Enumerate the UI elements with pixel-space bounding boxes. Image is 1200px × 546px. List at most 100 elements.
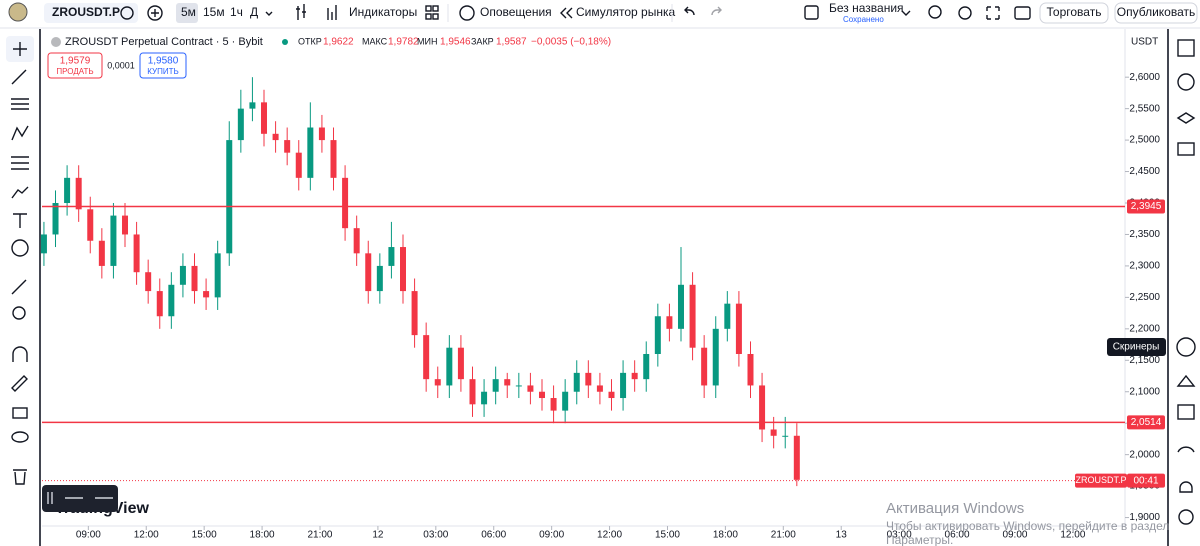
drawing-toolbar-icons[interactable] xyxy=(47,492,113,504)
trade[interactable]: Торговать xyxy=(1047,5,1102,19)
candle-body xyxy=(365,253,372,292)
candle-body xyxy=(724,303,731,329)
lock[interactable] xyxy=(12,407,28,419)
x-tick-label: 21:00 xyxy=(307,530,332,541)
candle-body xyxy=(527,385,534,392)
x-tick-label: 12:00 xyxy=(1060,530,1085,541)
candle-body xyxy=(759,385,766,430)
layout-status: Сохранено xyxy=(843,15,884,24)
symbol[interactable]: ZROUSDT.P xyxy=(52,5,120,19)
calendar[interactable] xyxy=(1177,404,1195,420)
candle-body xyxy=(295,152,302,178)
buy-button[interactable] xyxy=(139,52,187,79)
left-toolbar xyxy=(0,29,41,546)
replay[interactable]: Симулятор рынка xyxy=(576,5,675,19)
interval[interactable]: 1ч xyxy=(230,5,243,19)
add-symbol[interactable] xyxy=(147,5,163,21)
undo[interactable] xyxy=(684,6,695,16)
visibility[interactable] xyxy=(11,431,29,443)
layout-name[interactable]: Без названия xyxy=(829,1,904,15)
candle-body xyxy=(434,379,441,386)
text-tool[interactable] xyxy=(13,213,27,228)
brush-tool[interactable] xyxy=(11,186,29,199)
crosshair[interactable] xyxy=(13,42,27,56)
candle-body xyxy=(411,291,418,336)
interval-active[interactable] xyxy=(176,3,198,23)
x-tick-label: 09:00 xyxy=(76,530,101,541)
lock-draw[interactable] xyxy=(11,375,28,392)
publish[interactable]: Опубликовать xyxy=(1117,5,1195,19)
trade-button[interactable] xyxy=(1039,2,1109,24)
fullscreen[interactable] xyxy=(986,6,1000,20)
avatar[interactable] xyxy=(8,2,28,22)
candle-body xyxy=(145,272,152,292)
dropdown[interactable] xyxy=(901,10,911,16)
settings[interactable] xyxy=(958,6,972,20)
candle-body xyxy=(550,398,557,411)
screeners[interactable] xyxy=(1176,337,1196,357)
candle-body xyxy=(770,429,777,436)
last-price-symbol-box xyxy=(1075,473,1127,488)
redo[interactable] xyxy=(711,6,722,16)
indicators[interactable]: Индикаторы xyxy=(349,5,417,19)
candle-body xyxy=(469,379,476,405)
candle-body xyxy=(272,133,279,141)
interval[interactable]: 5м xyxy=(181,5,196,19)
y-tick-label: 2,5500 xyxy=(1129,103,1160,114)
tooltip-box xyxy=(1107,338,1166,356)
alerts[interactable]: Оповещения xyxy=(480,5,552,19)
change: −0,0035 (−0,18%) xyxy=(531,37,611,48)
buy[interactable]: КУПИТЬ xyxy=(147,67,178,76)
y-tick-label: 2,1000 xyxy=(1129,386,1160,397)
alerts-panel[interactable] xyxy=(1177,73,1195,91)
x-tick-label: 03:00 xyxy=(423,530,448,541)
layers[interactable] xyxy=(1176,112,1196,124)
level-label-box xyxy=(1127,199,1165,214)
help[interactable] xyxy=(1178,509,1194,525)
tool-icon[interactable] xyxy=(928,5,942,19)
publish-button[interactable] xyxy=(1114,2,1198,24)
chat[interactable] xyxy=(1177,142,1195,156)
forecast-tool[interactable] xyxy=(11,156,29,170)
x-tick-label: 12 xyxy=(372,530,384,541)
x-tick-label: 12:00 xyxy=(134,530,159,541)
pattern-tool[interactable] xyxy=(11,125,29,141)
magnet[interactable] xyxy=(12,346,28,362)
fib-tool[interactable] xyxy=(11,98,29,110)
sell-price[interactable]: 1,9579 xyxy=(60,56,91,67)
notifications[interactable] xyxy=(1179,481,1193,493)
x-tick-label: 09:00 xyxy=(539,530,564,541)
candle-body xyxy=(249,102,256,109)
trend-line[interactable] xyxy=(11,69,27,85)
buy-price[interactable]: 1,9580 xyxy=(148,56,179,67)
interval[interactable]: Д xyxy=(250,5,258,19)
candle-body xyxy=(446,347,453,386)
candle-body xyxy=(226,140,233,254)
x-tick-label: 12:00 xyxy=(597,530,622,541)
sell-button[interactable] xyxy=(47,52,103,79)
candle-body xyxy=(330,140,337,178)
sell[interactable]: ПРОДАТЬ xyxy=(56,67,93,76)
candle-body xyxy=(492,379,499,392)
candle-body xyxy=(677,284,684,329)
interval[interactable]: 15м xyxy=(203,5,225,19)
emoji-tool[interactable] xyxy=(11,239,29,257)
currency[interactable]: USDT xyxy=(1131,37,1158,48)
ruler[interactable] xyxy=(11,279,27,295)
icon xyxy=(120,6,134,20)
trash[interactable] xyxy=(13,469,27,485)
zoom[interactable] xyxy=(12,306,26,320)
last-price-box xyxy=(1127,473,1165,488)
candle-body xyxy=(284,140,291,153)
candle-body xyxy=(620,372,627,399)
symbol-box[interactable] xyxy=(44,3,138,23)
screenshot[interactable] xyxy=(1014,6,1031,20)
streams[interactable] xyxy=(1177,446,1195,453)
watchlist[interactable] xyxy=(1177,39,1195,57)
candle-body xyxy=(87,209,94,241)
dropdown[interactable] xyxy=(265,11,273,16)
chart-type[interactable] xyxy=(296,4,306,20)
ideas[interactable] xyxy=(1176,374,1196,387)
